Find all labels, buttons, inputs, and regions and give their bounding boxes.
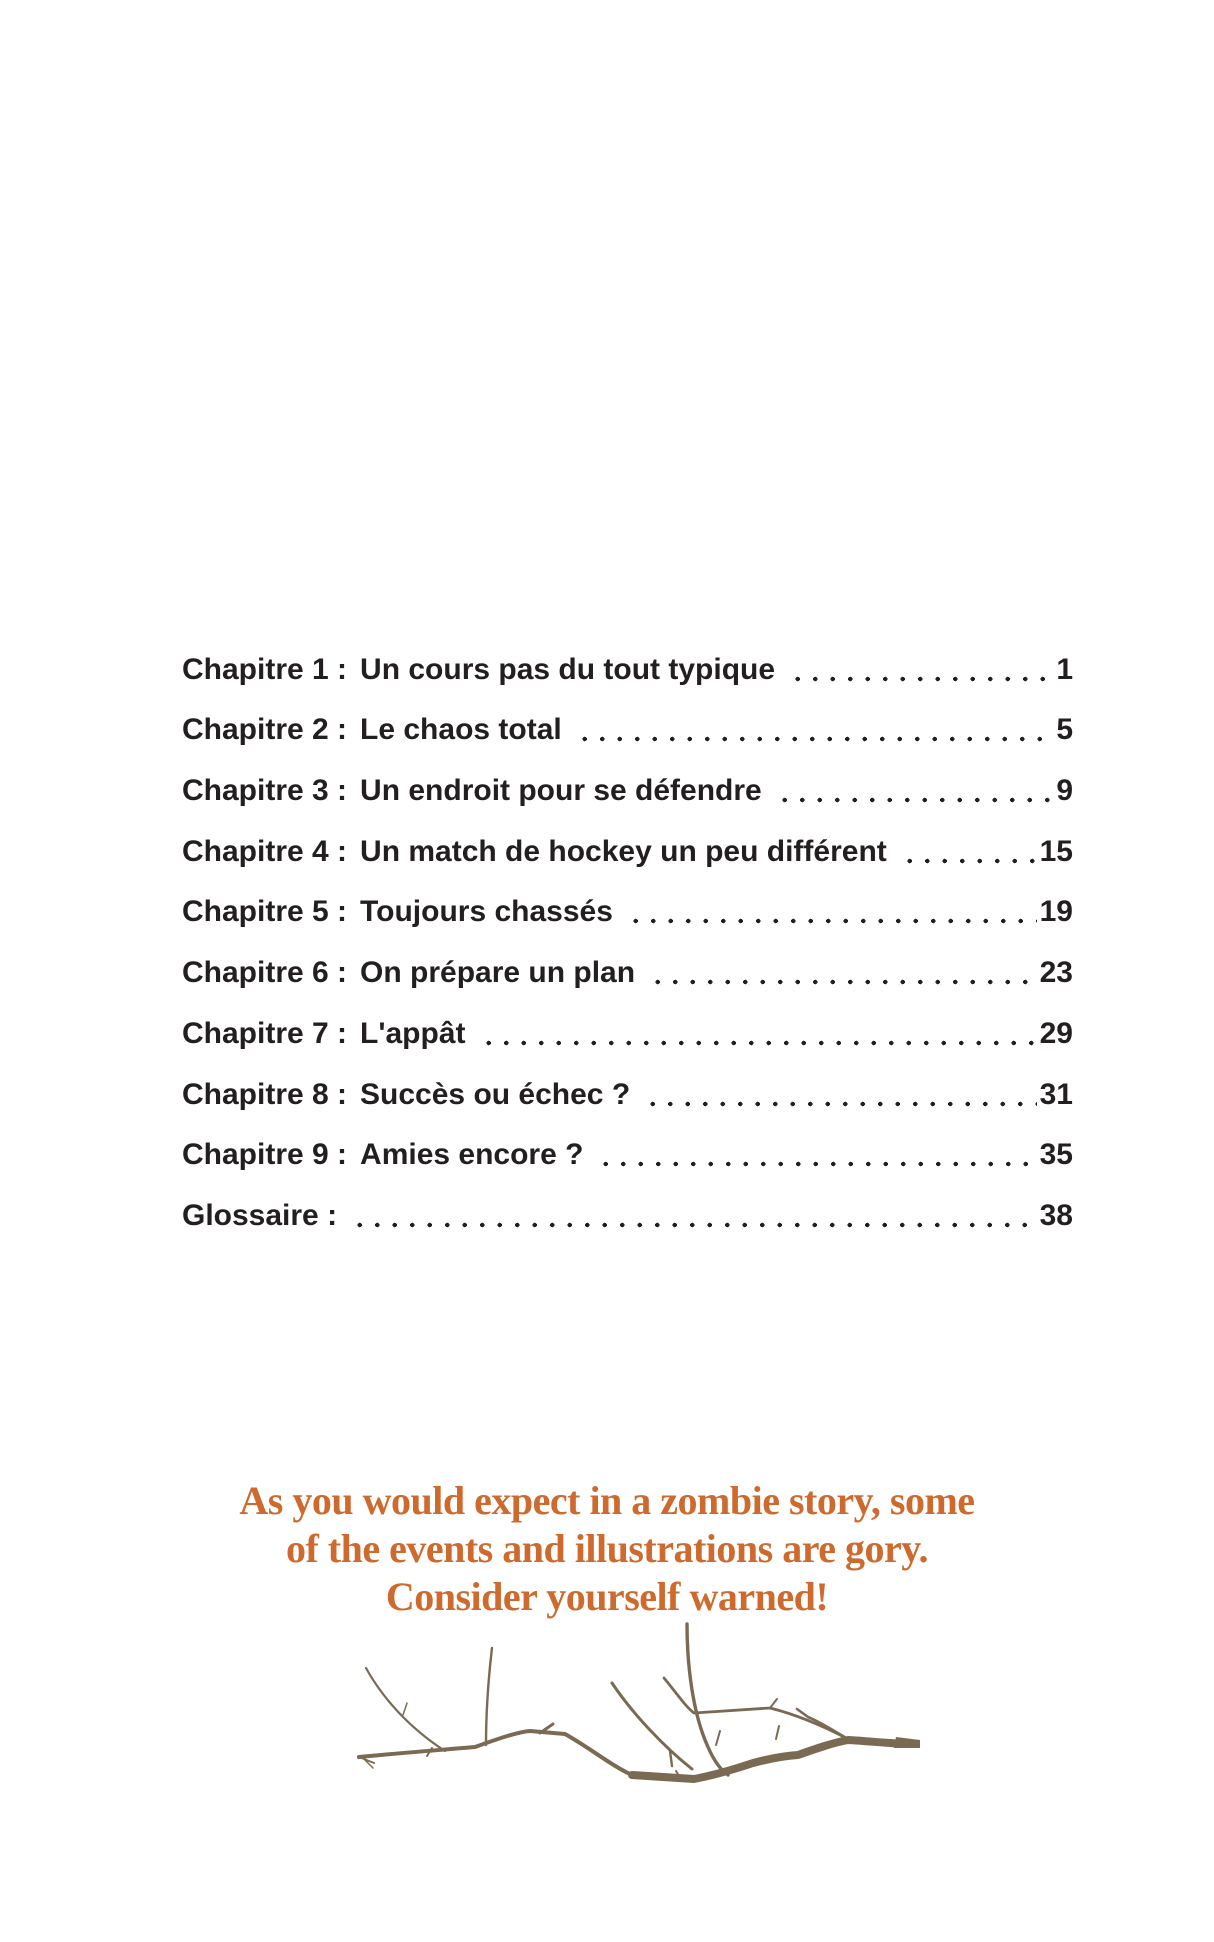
- toc-entry-chapter-4: Chapitre 4 : Un match de hockey un peu di…: [182, 808, 1073, 869]
- chapter-title: L'appât: [360, 1016, 466, 1050]
- chapter-page-number: 5: [1056, 713, 1073, 747]
- chapter-label: Chapitre 7 :: [182, 1016, 348, 1050]
- chapter-title: Amies encore ?: [360, 1138, 584, 1172]
- dot-leader: [896, 834, 1037, 869]
- chapter-title: Un match de hockey un peu différent: [360, 834, 887, 868]
- warning-line-2: of the events and illustrations are gory…: [285, 1526, 929, 1571]
- dot-leader: [771, 774, 1054, 809]
- chapter-label: Chapitre 2 :: [182, 713, 348, 747]
- chapter-page-number: 15: [1039, 834, 1073, 868]
- dot-leader: [640, 1077, 1037, 1112]
- chapter-page-number: 23: [1039, 956, 1073, 990]
- chapter-title: Un cours pas du tout typique: [360, 652, 776, 686]
- bare-branch-illustration: [357, 1622, 920, 1783]
- chapter-label: Chapitre 8 :: [182, 1077, 348, 1111]
- chapter-page-number: 9: [1056, 774, 1073, 808]
- chapter-label: Chapitre 4 :: [182, 834, 348, 868]
- chapter-label: Chapitre 5 :: [182, 895, 348, 929]
- glossary-label: Glossaire :: [182, 1198, 338, 1232]
- chapter-page-number: 31: [1039, 1077, 1073, 1111]
- chapter-title: Toujours chassés: [360, 895, 613, 929]
- toc-entry-chapter-8: Chapitre 8 : Succès ou échec ? 31: [182, 1051, 1073, 1112]
- toc-entry-chapter-5: Chapitre 5 : Toujours chassés 19: [182, 869, 1073, 930]
- dot-leader: [785, 652, 1054, 687]
- toc-entry-chapter-2: Chapitre 2 : Le chaos total 5: [182, 687, 1073, 748]
- toc-entry-chapter-1: Chapitre 1 : Un cours pas du tout typique…: [182, 626, 1073, 687]
- chapter-title: Un endroit pour se défendre: [360, 774, 762, 808]
- chapter-page-number: 1: [1056, 652, 1073, 686]
- toc-entry-glossary: Glossaire : 38: [182, 1172, 1073, 1233]
- toc-entry-chapter-7: Chapitre 7 : L'appât 29: [182, 990, 1073, 1051]
- dot-leader: [622, 895, 1037, 930]
- chapter-page-number: 29: [1039, 1016, 1073, 1050]
- content-warning-note: As you would expect in a zombie story, s…: [0, 1477, 1214, 1621]
- dot-leader: [347, 1198, 1037, 1233]
- glossary-page-number: 38: [1039, 1198, 1073, 1232]
- chapter-page-number: 35: [1039, 1138, 1073, 1172]
- toc-entry-chapter-9: Chapitre 9 : Amies encore ? 35: [182, 1112, 1073, 1173]
- warning-line-1: As you would expect in a zombie story, s…: [239, 1478, 975, 1523]
- table-of-contents: Chapitre 1 : Un cours pas du tout typique…: [182, 626, 1073, 1233]
- dot-leader: [593, 1138, 1037, 1173]
- chapter-page-number: 19: [1039, 895, 1073, 929]
- chapter-title: Succès ou échec ?: [360, 1077, 631, 1111]
- chapter-title: On prépare un plan: [360, 956, 636, 990]
- chapter-label: Chapitre 1 :: [182, 652, 348, 686]
- dot-leader: [645, 956, 1037, 991]
- chapter-label: Chapitre 3 :: [182, 774, 348, 808]
- chapter-title: Le chaos total: [360, 713, 562, 747]
- dot-leader: [571, 713, 1054, 748]
- toc-entry-chapter-3: Chapitre 3 : Un endroit pour se défendre 9: [182, 747, 1073, 809]
- toc-entry-chapter-6: Chapitre 6 : On prépare un plan 23: [182, 929, 1073, 991]
- dot-leader: [475, 1016, 1037, 1051]
- chapter-label: Chapitre 6 :: [182, 956, 348, 990]
- warning-line-3: Consider yourself warned!: [385, 1574, 829, 1619]
- chapter-label: Chapitre 9 :: [182, 1138, 348, 1172]
